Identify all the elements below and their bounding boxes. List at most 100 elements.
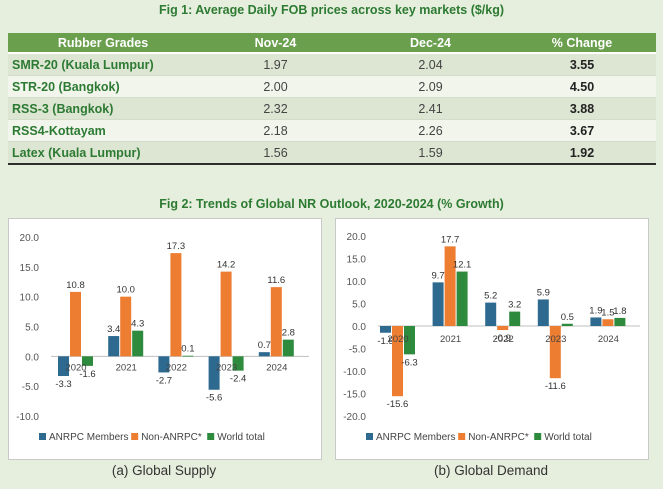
y-tick-label: -5.0 <box>349 345 367 356</box>
col-header-nov: Nov-24 <box>198 33 353 54</box>
cell-nov: 1.97 <box>198 53 353 76</box>
data-label-world: 12.1 <box>453 260 472 271</box>
cell-nov: 2.18 <box>198 119 353 142</box>
y-tick-label: 10.0 <box>20 293 40 304</box>
y-tick-label: -5.0 <box>22 382 40 393</box>
data-label-world: -6.3 <box>401 357 417 368</box>
cell-change: 1.92 <box>508 141 656 165</box>
fig1-title: Fig 1: Average Daily FOB prices across k… <box>158 3 505 17</box>
bar-world-2020 <box>404 326 415 355</box>
legend-swatch-non-anrpc <box>458 433 466 440</box>
fob-price-table: Rubber Grades Nov-24 Dec-24 % Change SMR… <box>8 33 656 165</box>
y-tick-label: 10.0 <box>347 277 367 288</box>
data-label-non-anrpc: 11.6 <box>267 275 285 286</box>
bar-world-2024 <box>282 339 294 357</box>
demand-chart-panel: -20.0 -15.0 -10.0 -5.0 0.0 5.0 10.0 15.0 20.0 -1.… <box>335 218 649 460</box>
cell-dec: 2.26 <box>353 119 508 142</box>
bar-non-anrpc-2023 <box>220 271 232 357</box>
data-label-anrpc: 5.9 <box>537 287 550 298</box>
bar-non-anrpc-2021 <box>120 296 132 357</box>
bar-anrpc-2020 <box>58 356 69 377</box>
category-label: 2021 <box>116 362 137 373</box>
cell-dec: 2.41 <box>353 97 508 120</box>
legend-swatch-world <box>534 433 542 440</box>
category-label: 2020 <box>65 362 86 373</box>
data-label-anrpc: -1.5 <box>377 336 393 347</box>
legend-label-anrpc: ANRPC Members <box>49 432 128 443</box>
col-header-dec: Dec-24 <box>353 33 508 54</box>
bar-world-2021 <box>132 330 144 357</box>
col-header-change: % Change <box>508 33 656 54</box>
data-label-world: -1.6 <box>79 369 95 380</box>
category-label: 2022 <box>493 334 514 345</box>
cell-nov: 2.00 <box>198 75 353 98</box>
bar-anrpc-2021 <box>108 336 120 357</box>
bar-anrpc-2022 <box>485 302 497 326</box>
legend-label-non-anrpc: Non-ANRPC* <box>468 432 529 443</box>
category-label: 2023 <box>216 362 237 373</box>
data-label-anrpc: -5.6 <box>206 393 222 404</box>
data-label-world: -2.4 <box>230 374 246 385</box>
y-tick-label: -10.0 <box>343 367 366 378</box>
data-label-world: 0.1 <box>181 344 194 355</box>
data-label-world: 1.8 <box>613 306 626 317</box>
data-label-anrpc: -2.7 <box>156 375 172 386</box>
data-label-non-anrpc: 17.7 <box>441 234 460 245</box>
cell-nov: 1.56 <box>198 141 353 165</box>
bar-anrpc-2023 <box>537 299 549 326</box>
demand-chart: -20.0 -15.0 -10.0 -5.0 0.0 5.0 10.0 15.0 20.0 -1.… <box>343 232 640 443</box>
cell-dec: 2.09 <box>353 75 508 98</box>
bar-anrpc-2021 <box>432 282 444 326</box>
category-label: 2024 <box>266 362 287 373</box>
data-label-world: 3.2 <box>508 300 521 311</box>
data-label-anrpc: 1.9 <box>589 305 602 316</box>
category-label: 2020 <box>387 334 408 345</box>
fig2-title: Fig 2: Trends of Global NR Outlook, 2020… <box>159 197 504 211</box>
bar-world-2021 <box>456 271 468 326</box>
cell-change: 3.55 <box>508 53 656 76</box>
legend-label-anrpc: ANRPC Members <box>376 432 455 443</box>
bar-non-anrpc-2020 <box>70 291 81 357</box>
bar-non-anrpc-2024 <box>602 319 614 326</box>
bar-world-2024 <box>614 317 626 326</box>
table-row: STR-20 (Bangkok) 2.00 2.09 4.50 <box>8 75 656 98</box>
legend-swatch-anrpc <box>39 433 46 440</box>
legend-label-non-anrpc: Non-ANRPC* <box>141 432 202 443</box>
table-row: Latex (Kuala Lumpur) 1.56 1.59 1.92 <box>8 141 656 165</box>
bar-non-anrpc-2022 <box>170 253 182 357</box>
data-label-world: 2.8 <box>282 328 295 339</box>
bar-world-2022 <box>182 355 194 357</box>
y-tick-label: 0.0 <box>352 322 366 333</box>
bar-non-anrpc-2024 <box>270 287 282 357</box>
legend-swatch-anrpc <box>366 433 373 440</box>
category-label: 2022 <box>166 362 187 373</box>
data-label-anrpc: 9.7 <box>431 270 444 281</box>
y-tick-label: 5.0 <box>352 300 366 311</box>
legend-swatch-world <box>207 433 215 440</box>
y-tick-label: 20.0 <box>347 232 367 243</box>
supply-chart-panel: -10.0 -5.0 0.0 5.0 10.0 15.0 20.0 -3.3 10.8 -1.6 2… <box>8 218 322 460</box>
legend-label-world: World total <box>544 432 592 443</box>
bar-anrpc-2023 <box>208 356 220 390</box>
data-label-non-anrpc: 10.8 <box>66 280 85 291</box>
y-tick-label: 15.0 <box>347 255 367 266</box>
cell-change: 4.50 <box>508 75 656 98</box>
y-tick-label: 15.0 <box>20 263 40 274</box>
table-row: SMR-20 (Kuala Lumpur) 1.97 2.04 3.55 <box>8 53 656 76</box>
table-header-row: Rubber Grades Nov-24 Dec-24 % Change <box>8 33 656 54</box>
data-label-anrpc: 0.7 <box>258 340 271 351</box>
data-label-non-anrpc: -15.6 <box>387 399 409 410</box>
data-label-world: 4.3 <box>131 319 144 330</box>
cell-grade: RSS-3 (Bangkok) <box>8 97 198 120</box>
data-label-non-anrpc: 1.5 <box>601 307 614 318</box>
bar-non-anrpc-2021 <box>444 246 456 326</box>
category-label: 2023 <box>545 334 566 345</box>
category-label: 2021 <box>440 334 461 345</box>
supply-chart: -10.0-5.00.05.010.015.020.0-3.310.8-1.62… <box>16 233 309 443</box>
cell-grade: SMR-20 (Kuala Lumpur) <box>8 53 198 76</box>
bar-non-anrpc-2022 <box>497 326 509 331</box>
y-tick-label: -15.0 <box>343 390 366 401</box>
demand-chart-caption: (b) Global Demand <box>433 463 549 478</box>
legend-label-world: World total <box>217 432 265 443</box>
bar-anrpc-2020 <box>380 326 391 333</box>
